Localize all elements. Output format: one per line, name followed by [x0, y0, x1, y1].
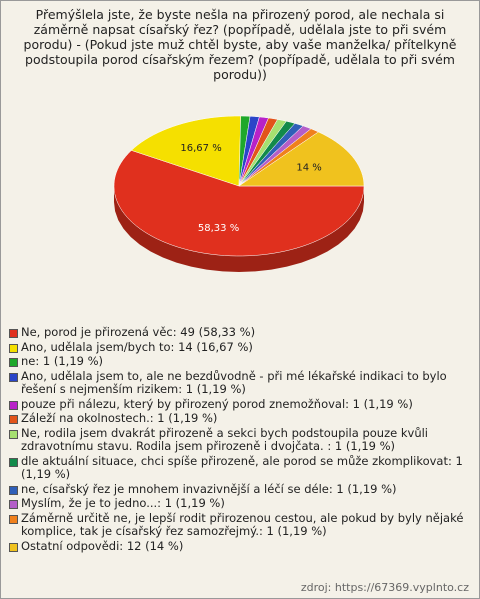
- value-label: 14 %: [296, 162, 321, 173]
- legend-item: Ne, rodila jsem dvakrát přirozeně a sekc…: [9, 425, 471, 454]
- legend-swatch: [9, 485, 18, 495]
- legend-label: dle aktuální situace, chci spíše přiroze…: [21, 453, 463, 481]
- legend-label: Záměrně určitě ne, je lepší rodit přiroz…: [21, 510, 464, 538]
- legend-label: Myslím, že je to jedno...: 1 (1,19 %): [21, 496, 225, 510]
- legend-swatch: [9, 358, 18, 367]
- legend-item: Ano, udělala jsem to, ale ne bezdůvodně …: [9, 368, 471, 397]
- legend-item: Myslím, že je to jedno...: 1 (1,19 %): [9, 496, 471, 511]
- legend-label: Ano, udělala jsem/bych to: 14 (16,67 %): [21, 339, 253, 354]
- value-label: 58,33 %: [198, 223, 239, 234]
- legend-label: Ne, porod je přirozená věc: 49 (58,33 %): [21, 325, 256, 339]
- slice-side: [114, 186, 364, 272]
- legend-swatch: [9, 457, 18, 467]
- legend-swatch: [9, 343, 18, 353]
- legend-label: Záleží na okolnostech.: 1 (1,19 %): [21, 411, 218, 425]
- legend-swatch: [9, 372, 18, 382]
- legend: Ne, porod je přirozená věc: 49 (58,33 %)…: [9, 325, 471, 554]
- legend-swatch: [9, 514, 18, 524]
- legend-item: Ne, porod je přirozená věc: 49 (58,33 %): [9, 325, 471, 340]
- legend-label: Ostatní odpovědi: 12 (14 %): [21, 538, 184, 553]
- chart: 58,33 % 16,67 % 14 %: [113, 115, 365, 272]
- legend-label: pouze při nálezu, který by přirozený por…: [21, 396, 413, 411]
- legend-swatch: [9, 500, 18, 509]
- legend-label: ne: 1 (1,19 %): [21, 354, 104, 368]
- legend-item: Záměrně určitě ne, je lepší rodit přiroz…: [9, 510, 471, 539]
- legend-swatch: [9, 329, 18, 338]
- chart-title: Přemýšlela jste, že byste nešla na přiro…: [23, 7, 457, 82]
- legend-item: pouze při nálezu, který by přirozený por…: [9, 396, 471, 412]
- legend-item: Ostatní odpovědi: 12 (14 %): [9, 538, 471, 554]
- legend-item: ne: 1 (1,19 %): [9, 354, 471, 369]
- legend-swatch: [9, 429, 18, 439]
- legend-swatch: [9, 415, 18, 424]
- legend-item: dle aktuální situace, chci spíše přiroze…: [9, 453, 471, 482]
- legend-label: ne, císařský řez je mnohem invazivnější …: [21, 481, 397, 496]
- legend-swatch: [9, 542, 18, 552]
- value-label: 16,67 %: [180, 143, 221, 154]
- slice: [130, 115, 241, 187]
- legend-label: Ne, rodila jsem dvakrát přirozeně a sekc…: [21, 425, 428, 453]
- slice: [113, 150, 365, 257]
- legend-item: Ano, udělala jsem/bych to: 14 (16,67 %): [9, 339, 471, 355]
- legend-label: Ano, udělala jsem to, ale ne bezdůvodně …: [21, 368, 447, 396]
- source: zdroj: https://67369.vyplnto.cz: [300, 581, 469, 594]
- slice: [238, 131, 365, 187]
- legend-swatch: [9, 400, 18, 410]
- legend-item: Záleží na okolnostech.: 1 (1,19 %): [9, 411, 471, 426]
- legend-item: ne, císařský řez je mnohem invazivnější …: [9, 481, 471, 497]
